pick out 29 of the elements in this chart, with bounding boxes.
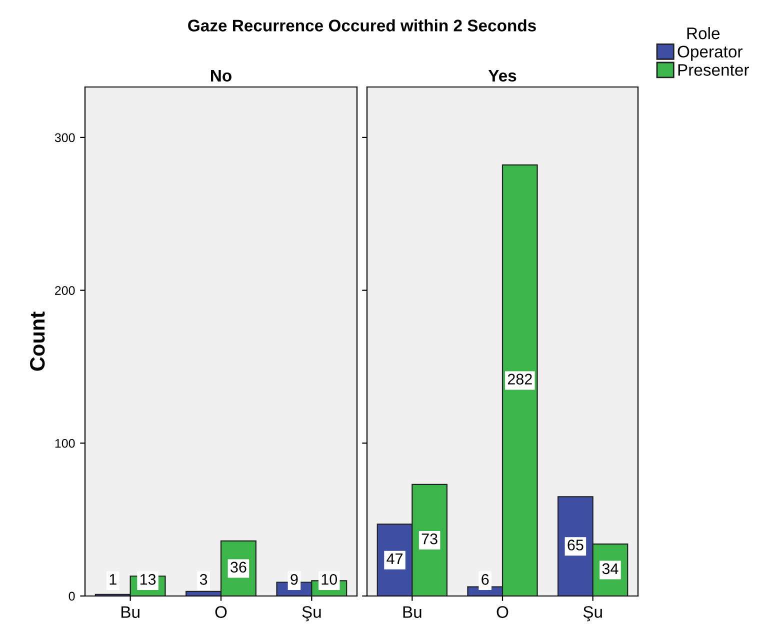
legend-label: Operator xyxy=(678,46,742,61)
data-label: 34 xyxy=(602,563,618,574)
chart-title: Gaze Recurrence Occured within 2 Seconds xyxy=(188,19,536,32)
legend-title: Role xyxy=(687,27,720,40)
data-label: 65 xyxy=(568,540,584,550)
data-label: 282 xyxy=(508,374,532,385)
y-axis-title: Count xyxy=(30,312,45,371)
data-label: 47 xyxy=(386,554,403,564)
legend-label: Presenter xyxy=(678,64,749,76)
y-tick-label: 100 xyxy=(55,438,75,448)
x-tick-label: Şu xyxy=(302,606,321,622)
data-label: 3 xyxy=(200,574,208,585)
data-label: 13 xyxy=(140,574,156,585)
x-tick-label: Bu xyxy=(122,606,140,618)
x-tick-label: Bu xyxy=(403,606,422,618)
data-label: 36 xyxy=(230,562,246,573)
data-label: 6 xyxy=(482,574,489,585)
x-tick-label: Şu xyxy=(583,606,602,622)
y-tick-label: 200 xyxy=(55,286,75,295)
x-tick-label: O xyxy=(215,606,227,618)
data-label: 9 xyxy=(290,574,298,585)
chart-subtitle: Yes xyxy=(488,70,516,82)
x-tick-label: O xyxy=(496,606,508,618)
y-tick-label: 300 xyxy=(54,133,75,142)
data-label: 73 xyxy=(422,533,438,544)
data-label: 1 xyxy=(110,574,116,585)
data-label: 10 xyxy=(322,574,338,585)
y-tick-label: 0 xyxy=(68,592,75,601)
chart-subtitle: No xyxy=(211,70,232,82)
